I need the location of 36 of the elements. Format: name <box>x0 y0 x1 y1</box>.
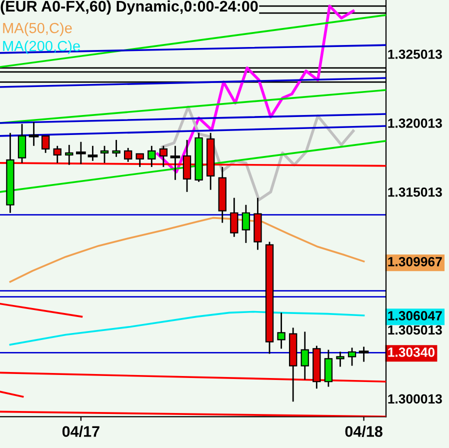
y-tick-label: 1.309967 <box>388 257 442 266</box>
candlestick <box>124 147 132 163</box>
candlestick <box>53 145 62 164</box>
y-tick-label: 1.300013 <box>388 394 442 404</box>
candlestick <box>300 331 309 380</box>
y-tick-label: 1.305013 <box>388 325 442 335</box>
candlestick <box>41 135 50 154</box>
y-tick-label: 1.306047 <box>388 311 442 320</box>
y-tick-label: 1.325013 <box>388 50 442 59</box>
candlestick <box>358 346 369 362</box>
chart-title: (EUR A0-FX,60) Dynamic,0:00-24:00 <box>0 0 258 15</box>
candlestick <box>348 347 356 366</box>
candlestick <box>76 141 86 165</box>
text: MA(50,C)e <box>3 22 72 36</box>
y-tick-label: 1.315013 <box>388 187 442 197</box>
x-tick-label: 04/18 <box>345 426 382 438</box>
candlestick <box>88 145 98 162</box>
text: MA(200,C)e <box>3 40 80 54</box>
candlestick <box>136 153 144 168</box>
y-tick-label: 1.30340 <box>388 348 435 357</box>
candlestick <box>242 204 250 244</box>
x-tick-label: 04/17 <box>62 426 100 438</box>
candlestick <box>336 351 344 368</box>
candlestick <box>277 312 286 350</box>
candlestick <box>18 123 26 164</box>
candlestick <box>100 145 109 164</box>
candlestick <box>112 139 120 158</box>
candlestick <box>159 145 168 168</box>
candlestick <box>230 197 238 238</box>
candlestick <box>324 349 333 388</box>
candlestick <box>28 121 39 147</box>
candlestick <box>148 145 156 168</box>
candlestick <box>182 139 192 193</box>
candlestick <box>170 145 180 181</box>
candlestick <box>65 144 74 166</box>
y-tick-label: 1.320013 <box>388 118 442 128</box>
